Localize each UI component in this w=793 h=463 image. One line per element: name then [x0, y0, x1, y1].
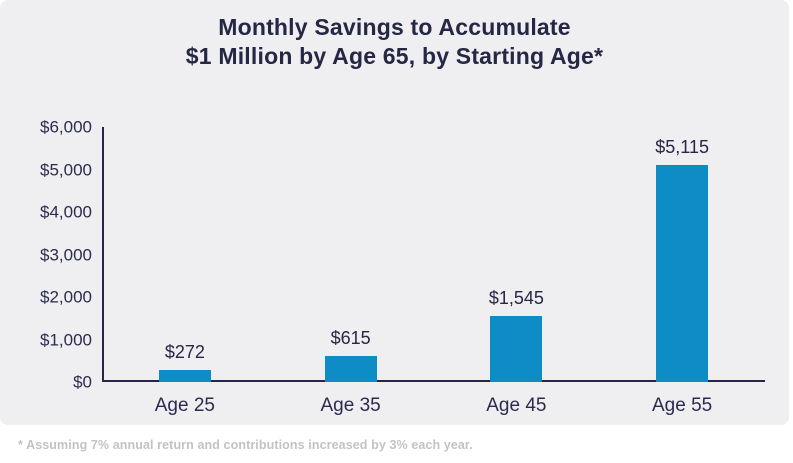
- y-tick-label: $5,000: [40, 160, 92, 179]
- bar-slot-age-25: $272 Age 25: [102, 127, 268, 415]
- bar: [158, 370, 211, 382]
- y-tick-label: $0: [73, 372, 92, 392]
- y-tick-label: $4,000: [40, 202, 92, 222]
- chart-panel: Monthly Savings to Accumulate $1 Million…: [0, 0, 789, 425]
- x-axis-category-label: Age 25: [154, 395, 215, 416]
- y-tick-label: $2,000: [40, 287, 92, 307]
- chart-title-line1: Monthly Savings to Accumulate: [218, 14, 571, 40]
- bar-slot-age-55: $5,115 Age 55: [599, 127, 765, 415]
- axes: [102, 127, 765, 382]
- bar-value-label: $615: [330, 327, 371, 348]
- y-tick-label: $1,000: [40, 330, 92, 349]
- chart-title-line2: $1 Million by Age 65, by Starting Age*: [185, 43, 604, 69]
- x-axis-category-label: Age 35: [320, 395, 381, 416]
- y-tick-label: $3,000: [40, 245, 92, 264]
- plot-area: $0 $1,000 $2,000 $3,000 $4,000 $5,000 $6,000 $…: [40, 119, 765, 415]
- y-tick-label: $6,000: [40, 117, 92, 137]
- bar-value-label: $272: [164, 342, 205, 363]
- bar: [490, 316, 543, 382]
- footnote: * Assuming 7% annual return and contribu…: [18, 438, 473, 452]
- chart-title: Monthly Savings to Accumulate $1 Million…: [0, 13, 789, 71]
- bar: [656, 164, 709, 382]
- x-axis-category-label: Age 55: [652, 395, 713, 416]
- bar-slot-age-35: $615 Age 35: [268, 127, 434, 415]
- bar-slot-age-45: $1,545 Age 45: [434, 127, 600, 415]
- x-axis-category-label: Age 45: [486, 395, 547, 416]
- bar-value-label: $5,115: [655, 136, 709, 157]
- bar-value-label: $1,545: [488, 288, 544, 309]
- bar: [324, 355, 377, 382]
